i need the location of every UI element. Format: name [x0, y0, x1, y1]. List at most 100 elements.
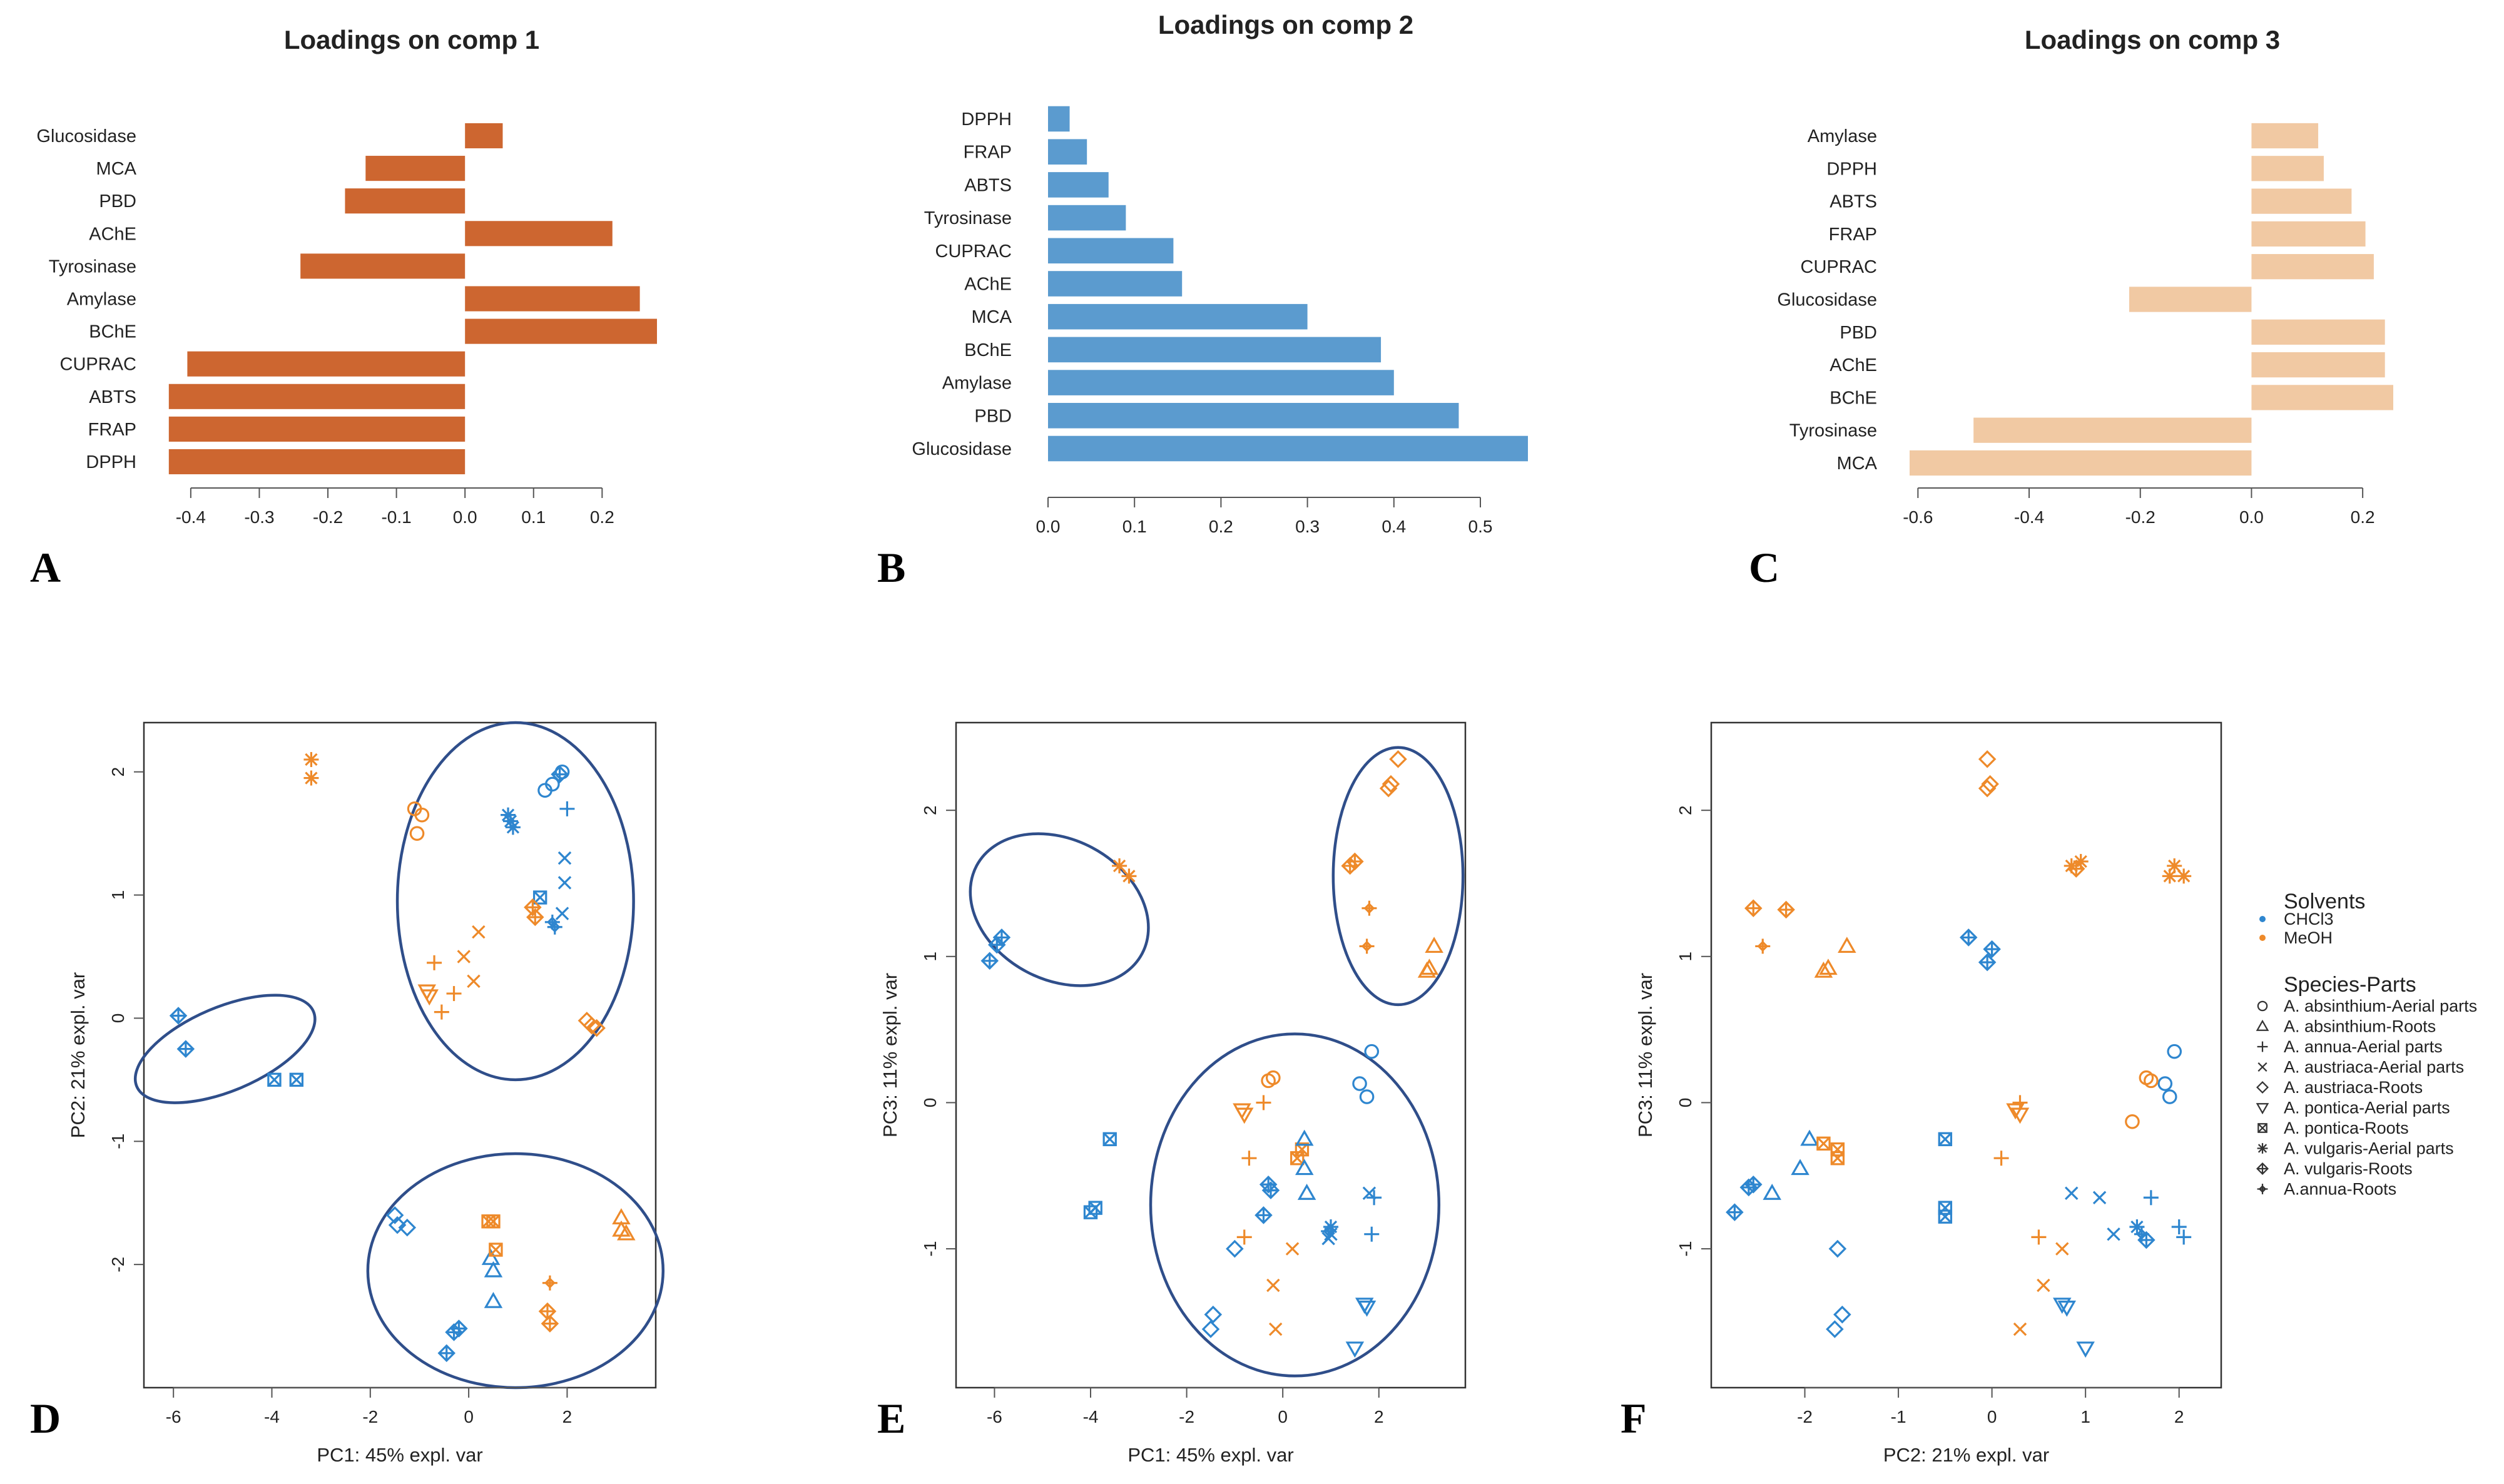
data-point — [1978, 953, 1997, 972]
marker-shape — [1838, 937, 1856, 953]
data-point — [557, 851, 572, 865]
marker-shape — [486, 1214, 501, 1229]
x-tick-label: 0.0 — [453, 507, 477, 527]
y-axis-label: PC3: 11% expl. var — [879, 973, 901, 1137]
marker-shape — [1226, 1239, 1244, 1258]
bar — [2251, 221, 2366, 247]
data-point — [1978, 750, 1997, 768]
category-label: MCA — [96, 159, 137, 179]
data-point — [1791, 1159, 1809, 1176]
legend-marker — [2257, 1041, 2268, 1052]
category-label: PBD — [99, 191, 136, 211]
marker-shape — [2057, 1300, 2077, 1317]
x-tick-label: 0.2 — [2351, 507, 2375, 527]
bar-panel-3: Loadings on comp 3 Amylase DPPH ABTS FRAP CUP… — [1749, 25, 2393, 591]
data-point — [1359, 1089, 1375, 1104]
marker-shape — [1234, 1107, 1254, 1124]
marker-shape — [2053, 1298, 2072, 1314]
cluster-ellipse — [1149, 1032, 1441, 1378]
marker-stroke — [557, 876, 572, 890]
bar-panel-2: Loadings on comp 2 DPPH FRAP ABTS Tyrosinase… — [877, 10, 1528, 591]
panel-letter: C — [1749, 544, 1779, 591]
marker-stroke — [457, 950, 471, 963]
x-tick-label: -2 — [362, 1407, 378, 1426]
data-point — [2162, 868, 2177, 884]
x-tick-label: -0.1 — [381, 507, 411, 527]
data-point — [1726, 1203, 1744, 1221]
data-point — [489, 1243, 503, 1257]
legend-marker-wrap — [2256, 1103, 2269, 1115]
data-point — [1234, 1107, 1254, 1124]
data-point — [303, 752, 319, 768]
data-point — [484, 1261, 503, 1278]
category-label: BChE — [89, 322, 136, 342]
marker-shape — [1938, 1201, 1953, 1215]
y-tick-label: -1 — [108, 1134, 128, 1149]
data-point — [542, 1275, 557, 1291]
legend-species-label: A. pontica-Aerial parts — [2284, 1099, 2450, 1117]
bar — [1048, 172, 1109, 198]
legend-species-label: A. absinthium-Roots — [2284, 1017, 2436, 1036]
legend-marker — [2257, 1123, 2267, 1133]
bar — [2129, 287, 2252, 312]
y-axis-label: PC3: 11% expl. var — [1634, 973, 1656, 1137]
data-point — [1121, 868, 1137, 884]
x-tick-label: -2 — [1179, 1407, 1194, 1426]
scatter-panel-1: -6 -4 -2 0 2 -2 -1 0 1 2 PC1: 45% expl. var PC2: 21… — [30, 721, 665, 1466]
bar — [1048, 303, 1308, 330]
marker-shape — [1981, 775, 1999, 793]
data-point — [2053, 1298, 2072, 1314]
marker-stroke — [2163, 870, 2176, 883]
marker-shape — [1816, 1136, 1831, 1151]
scatter-panel-3: -2 -1 0 1 2 -1 0 1 2 PC2: 21% expl. var PC3: 11% e… — [1621, 721, 2222, 1466]
data-point — [1389, 750, 1407, 768]
x-tick-label: 1 — [2080, 1407, 2090, 1426]
data-point — [1830, 1151, 1845, 1166]
data-point — [2143, 1190, 2159, 1206]
data-point — [398, 1218, 417, 1237]
data-point — [1362, 1186, 1377, 1201]
data-point — [2157, 1076, 2173, 1091]
data-point — [1261, 1181, 1280, 1199]
bar — [1048, 271, 1183, 297]
cluster-ellipse — [1331, 746, 1465, 1007]
marker-shape — [1345, 1341, 1365, 1358]
bar — [2251, 319, 2385, 345]
marker-shape — [583, 1016, 601, 1035]
data-point — [409, 826, 425, 841]
x-tick-label: -1 — [1891, 1407, 1906, 1426]
marker-shape — [388, 1216, 407, 1234]
legend-marker-wrap — [2257, 1000, 2268, 1012]
data-point — [2031, 1229, 2047, 1245]
data-point — [1828, 1239, 1847, 1258]
y-tick-label: 2 — [108, 767, 128, 777]
data-point — [1345, 1341, 1365, 1358]
data-point — [2167, 1044, 2182, 1059]
data-point — [1352, 1076, 1367, 1091]
category-label: Tyrosinase — [49, 257, 136, 277]
category-label: PBD — [1840, 323, 1877, 343]
marker-shape — [2257, 1000, 2268, 1012]
category-label: CUPRAC — [1801, 257, 1877, 277]
data-point — [2076, 1341, 2095, 1358]
bar — [300, 253, 466, 279]
bar — [365, 156, 466, 181]
data-point — [1321, 1224, 1336, 1239]
panel-letter: E — [877, 1395, 905, 1442]
data-point — [2162, 1089, 2177, 1104]
y-tick-label: 1 — [108, 890, 128, 900]
marker-stroke — [2065, 1186, 2079, 1201]
marker-stroke — [467, 974, 481, 988]
data-point — [1204, 1305, 1223, 1324]
data-point — [1777, 900, 1795, 919]
marker-stroke — [481, 1214, 496, 1228]
legend-marker-wrap — [2256, 1081, 2269, 1094]
panel-letter: B — [877, 544, 905, 591]
legend-solvent-swatch — [2259, 916, 2266, 922]
bar — [2251, 352, 2385, 378]
marker-shape — [588, 1019, 606, 1037]
marker-stroke — [557, 851, 572, 865]
